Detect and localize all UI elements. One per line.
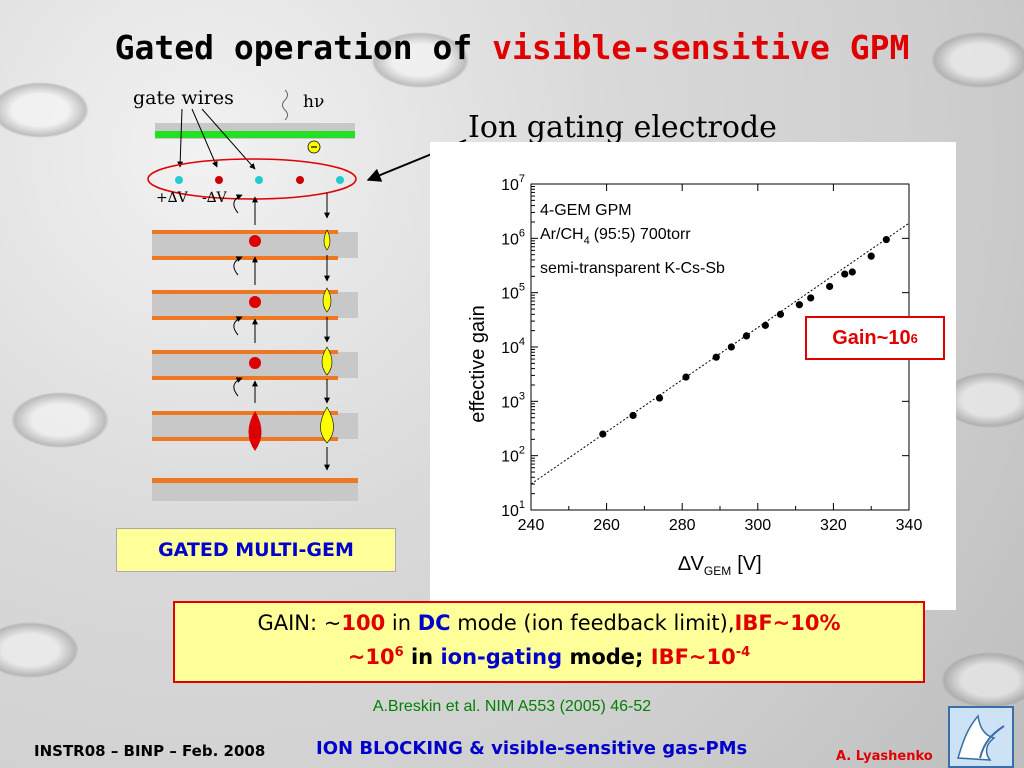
legend-line-2b: (95:5) 700torr [594,226,692,243]
data-point [712,353,720,361]
summary-l2-a: ~10 [347,645,395,669]
gain-annotation-text: Gain~10 [832,326,911,349]
data-point [727,343,735,351]
summary-l1-c: in [385,611,418,635]
data-point [682,373,690,381]
photocathode-layer [155,131,355,138]
summary-l1-b: 100 [341,611,386,635]
summary-line-2: ~106 in ion-gating mode; IBF~10-4 [175,645,923,669]
gain-chart: 240 260 280 300 320 340 101102103104105106107… [467,173,923,578]
gem-diagram: gate wires hν +∆V -∆V [133,87,358,501]
y-tick-label: 106 [501,227,525,248]
institute-logo [948,706,1014,768]
summary-l2-e-sup: -4 [735,645,751,660]
data-point [629,411,637,420]
summary-l1-f: IBF~10% [734,611,841,635]
y-tick-label: 104 [501,336,525,357]
footer-topic: ION BLOCKING & visible-sensitive gas-PMs [316,738,748,759]
legend-line-2a: Ar/CH [540,226,584,243]
readout-anode [152,478,358,501]
electron-path [320,193,334,471]
data-point [807,294,815,302]
x-tick-label: 300 [744,517,771,534]
gate-wire-pointer [177,108,184,168]
gate-wire-minus [296,176,304,184]
gain-annotation-sup: 6 [910,330,918,346]
data-point [848,268,856,276]
summary-l1-d: DC [417,611,451,635]
gate-wires-label: gate wires [133,87,234,109]
gate-wire-plus [336,176,344,184]
summary-l2-e: IBF~10 [650,645,736,669]
data-point [882,235,890,244]
photon-wave [282,89,288,121]
x-tick-label: 280 [669,517,696,534]
x-ticks: 240 260 280 300 320 340 [518,184,923,534]
x-tick-label: 260 [593,517,620,534]
plus-dv-label: +∆V [156,190,189,206]
gain-chart-panel: 240 260 280 300 320 340 101 102 103 104 105 106 107… [430,142,956,610]
photon-label: hν [303,92,324,112]
data-point [795,301,803,309]
fit-line [530,222,910,485]
data-point [841,270,849,278]
data-point [599,430,607,438]
y-tick-label: 102 [501,445,525,466]
legend-line-3: semi-transparent K-Cs-Sb [540,260,725,277]
summary-line-1: GAIN: ~100 in DC mode (ion feedback limi… [175,611,923,635]
summary-l2-c: ion-gating [440,645,563,669]
summary-l2-a-sup: 6 [394,645,404,660]
x-tick-label: 340 [896,517,923,534]
summary-l2-d: mode; [562,645,651,669]
footer-conference: INSTR08 – BINP – Feb. 2008 [34,742,266,760]
gate-wire-plus [255,176,263,184]
legend-line-1: 4-GEM GPM [540,202,632,219]
minus-dv-label: -∆V [202,190,228,206]
x-tick-label: 240 [518,517,545,534]
gated-multi-gem-label: GATED MULTI-GEM [116,528,396,572]
data-point [776,310,785,318]
ion-path [233,194,262,451]
data-point [761,321,769,329]
legend-line-2-sub: 4 [584,235,590,247]
gain-annotation-box: Gain~10 6 [805,316,945,360]
data-points [599,235,890,438]
gate-wire-plus [175,176,183,184]
summary-l2-b: in [403,645,441,669]
x-tick-label: 320 [820,517,847,534]
summary-l1-a: GAIN: ~ [257,611,342,635]
y-tick-label: 103 [501,390,525,411]
data-point [742,332,751,340]
y-tick-label: 107 [501,173,525,194]
title-part1: Gated operation of [114,28,473,67]
y-tick-label: 105 [501,282,525,303]
x-axis-label: ∆VGEM [V] [678,553,761,578]
summary-l1-e: mode (ion feedback limit), [450,611,735,635]
gate-wire-minus [215,176,223,184]
reference-citation: A.Breskin et al. NIM A553 (2005) 46-52 [372,698,652,715]
x-axis-label-sub: GEM [704,564,731,578]
ion-gating-label: Ion gating electrode [468,110,777,145]
page-title: Gated operation of visible-sensitive GPM [0,28,1024,67]
data-point [826,282,834,291]
data-point [867,252,875,260]
footer-author: A. Lyashenko [836,749,933,764]
x-axis-label-prefix: ∆V [678,553,704,575]
summary-box: GAIN: ~100 in DC mode (ion feedback limi… [173,601,925,683]
title-part2: visible-sensitive GPM [492,28,910,67]
x-axis-label-unit: [V] [737,553,761,575]
legend-line-2: Ar/CH4 (95:5) 700torr [540,226,691,247]
data-point [655,394,664,402]
y-axis-label: effective gain [467,305,489,423]
gate-wire-pointer [191,108,218,168]
